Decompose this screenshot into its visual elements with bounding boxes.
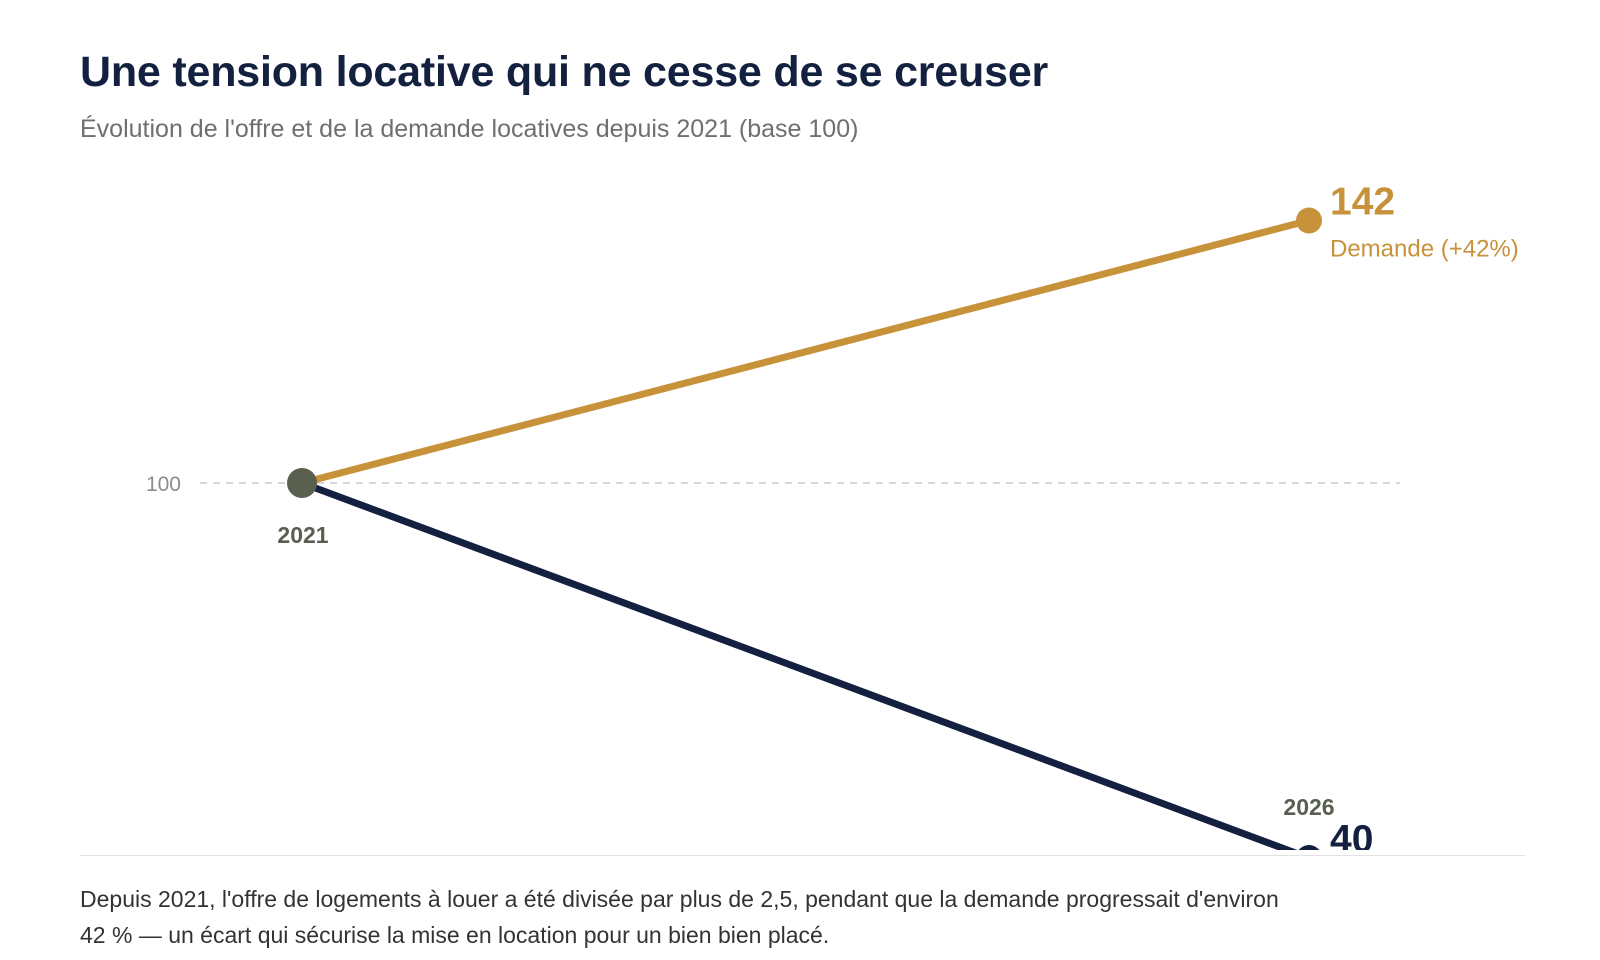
series-line-1 [298, 479, 1298, 850]
series-name-label-0: Demande (+42%) [1330, 236, 1519, 263]
series-end-point-1 [1298, 845, 1320, 850]
chart-subtitle: Évolution de l'offre et de la demande lo… [80, 115, 859, 143]
baseline-label: 100 [146, 473, 181, 496]
x-tick-label-0: 2021 [277, 522, 328, 548]
divider [80, 855, 1525, 856]
series-end-point-0 [1296, 207, 1322, 234]
chart-title: Une tension locative qui ne cesse de se … [80, 48, 1049, 96]
x-tick-label-1: 2026 [1283, 794, 1334, 820]
footnote: Depuis 2021, l'offre de logements à loue… [80, 886, 1279, 948]
series-end-value-1: 40 [1330, 818, 1373, 850]
start-point [287, 468, 317, 498]
series-end-value-0: 142 [1330, 181, 1395, 224]
series-line-0 [298, 217, 1313, 487]
